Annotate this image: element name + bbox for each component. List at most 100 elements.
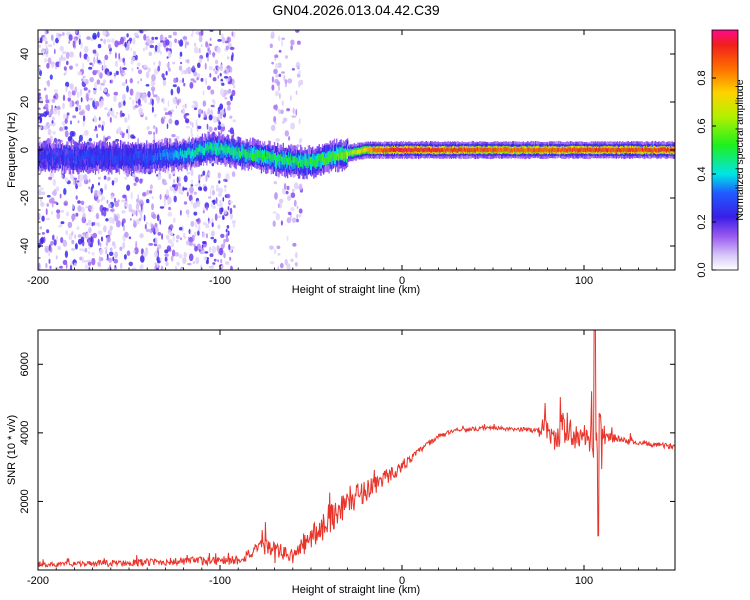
noise-speckle xyxy=(140,212,143,219)
noise-speckle xyxy=(177,182,182,187)
ridge-segment xyxy=(44,151,46,159)
noise-speckle xyxy=(297,40,301,45)
ridge-segment xyxy=(102,155,104,163)
noise-speckle xyxy=(89,77,94,83)
ridge-segment xyxy=(118,152,121,166)
noise-speckle xyxy=(226,67,230,75)
noise-speckle xyxy=(224,185,227,188)
colorbar-label: Normalized spectral amplitude xyxy=(734,79,746,220)
noise-speckle xyxy=(140,255,145,263)
ridge-segment xyxy=(646,147,648,152)
noise-speckle xyxy=(74,234,77,239)
noise-speckle xyxy=(286,108,290,112)
ridge-segment xyxy=(225,145,228,153)
noise-speckle xyxy=(61,56,67,62)
noise-speckle xyxy=(212,51,216,58)
noise-speckle xyxy=(100,198,103,202)
noise-speckle xyxy=(200,77,204,82)
noise-speckle xyxy=(200,44,203,48)
noise-speckle xyxy=(217,110,221,115)
spectrogram-y-tick-label: 40 xyxy=(19,48,31,60)
noise-speckle xyxy=(186,240,190,246)
noise-speckle xyxy=(110,195,114,200)
noise-speckle xyxy=(50,210,54,215)
noise-speckle xyxy=(44,87,47,91)
noise-speckle xyxy=(198,48,201,54)
noise-speckle xyxy=(218,121,221,125)
noise-speckle xyxy=(66,114,69,120)
ridge-segment xyxy=(335,152,337,160)
snr-y-tick-label: 2000 xyxy=(19,489,31,513)
ridge-segment xyxy=(640,147,643,152)
ridge-segment xyxy=(236,151,238,159)
noise-speckle xyxy=(170,113,172,118)
noise-speckle xyxy=(103,225,107,233)
noise-speckle xyxy=(203,111,206,118)
noise-speckle xyxy=(97,31,100,38)
ridge-segment xyxy=(271,154,273,162)
noise-speckle xyxy=(71,248,76,251)
ridge-segment xyxy=(574,147,576,152)
ridge-segment xyxy=(347,144,349,158)
noise-speckle xyxy=(50,197,55,204)
ridge-segment xyxy=(662,147,664,152)
ridge-segment xyxy=(497,147,499,152)
noise-speckle xyxy=(83,259,88,263)
spectrogram-frame xyxy=(37,29,676,271)
ridge-segment xyxy=(82,155,85,163)
ridge-segment xyxy=(564,147,566,152)
ridge-segment xyxy=(276,157,278,165)
ridge-segment xyxy=(664,147,667,152)
noise-speckle xyxy=(204,62,207,70)
ridge-segment xyxy=(584,147,586,152)
ridge-segment xyxy=(323,152,325,160)
ridge-segment xyxy=(70,155,73,163)
noise-speckle xyxy=(220,128,223,135)
noise-speckle xyxy=(143,214,146,222)
ridge-segment xyxy=(352,149,354,154)
ridge-segment xyxy=(258,150,260,158)
noise-speckle xyxy=(64,118,68,124)
noise-speckle xyxy=(152,125,156,129)
noise-speckle xyxy=(284,258,288,266)
ridge-segment xyxy=(153,154,156,162)
ridge-segment xyxy=(565,148,567,153)
noise-speckle xyxy=(117,199,120,203)
noise-speckle xyxy=(47,128,52,136)
noise-speckle xyxy=(151,98,154,107)
ridge-segment xyxy=(576,147,578,152)
ridge-segment xyxy=(450,147,453,152)
noise-speckle xyxy=(49,74,53,80)
noise-speckle xyxy=(102,79,107,84)
ridge-segment xyxy=(260,151,263,165)
ridge-segment xyxy=(110,151,112,159)
noise-speckle xyxy=(101,124,104,131)
noise-speckle xyxy=(164,249,169,254)
noise-speckle xyxy=(298,70,301,75)
ridge-segment xyxy=(665,148,668,153)
ridge-segment xyxy=(157,153,159,161)
ridge-segment xyxy=(631,147,633,152)
ridge-segment xyxy=(207,142,209,150)
ridge-segment xyxy=(365,147,367,152)
noise-speckle xyxy=(79,248,84,251)
noise-speckle xyxy=(269,245,274,250)
noise-speckle xyxy=(79,88,83,97)
noise-speckle xyxy=(280,71,286,74)
noise-speckle xyxy=(157,244,162,250)
ridge-segment xyxy=(177,152,180,160)
ridge-segment xyxy=(275,153,277,167)
noise-speckle xyxy=(140,203,143,211)
ridge-segment xyxy=(528,147,530,152)
noise-speckle xyxy=(165,48,171,51)
noise-speckle xyxy=(201,109,204,114)
ridge-segment xyxy=(194,150,196,158)
ridge-segment xyxy=(109,152,111,160)
snr-frame xyxy=(37,329,676,571)
noise-speckle xyxy=(71,203,74,210)
ridge-segment xyxy=(447,147,449,152)
noise-speckle xyxy=(93,56,96,64)
noise-speckle xyxy=(80,41,83,50)
ridge-segment xyxy=(48,153,51,161)
noise-speckle xyxy=(164,112,169,116)
